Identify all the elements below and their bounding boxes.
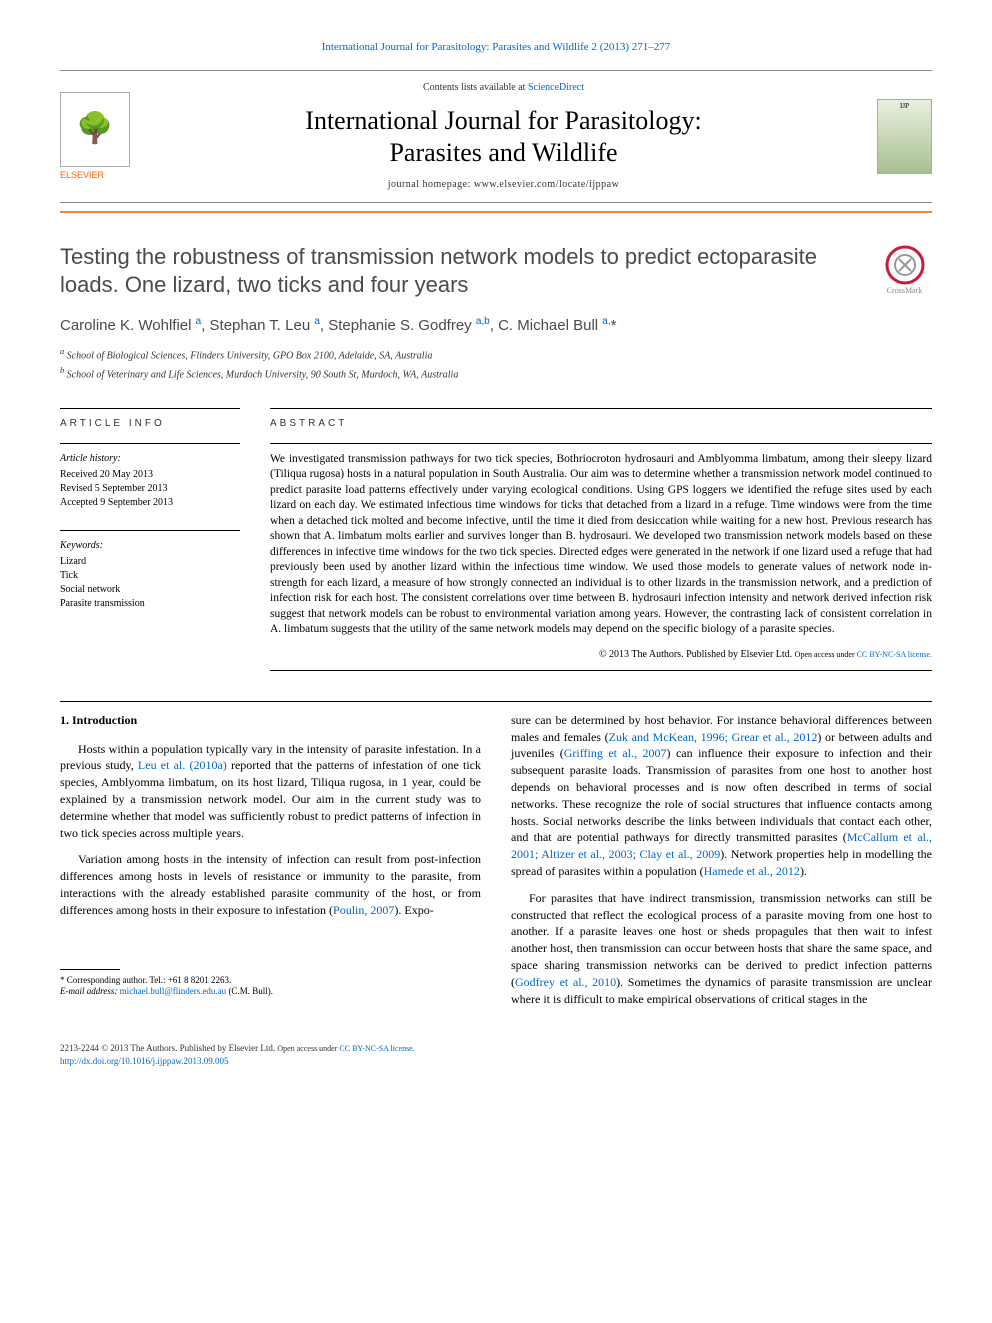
- license-text: Open access under: [795, 650, 857, 659]
- crossmark-label: CrossMark: [887, 285, 923, 296]
- keywords-label: Keywords:: [60, 539, 240, 553]
- keyword-item: Social network: [60, 583, 240, 597]
- contents-line: Contents lists available at ScienceDirec…: [130, 81, 877, 95]
- abstract: ABSTRACT We investigated transmission pa…: [270, 408, 932, 671]
- masthead-center: Contents lists available at ScienceDirec…: [130, 81, 877, 191]
- paragraph: Variation among hosts in the intensity o…: [60, 851, 481, 918]
- elsevier-tree-icon: 🌳: [60, 92, 130, 167]
- journal-homepage: journal homepage: www.elsevier.com/locat…: [130, 178, 877, 192]
- header-citation: International Journal for Parasitology: …: [60, 40, 932, 55]
- journal-cover-thumb: IJP: [877, 99, 932, 174]
- page-footer: 2213-2244 © 2013 The Authors. Published …: [60, 1042, 932, 1067]
- abstract-heading: ABSTRACT: [270, 417, 932, 431]
- text: ).: [800, 864, 807, 878]
- body-columns: 1. Introduction Hosts within a populatio…: [60, 712, 932, 1018]
- citation-link[interactable]: Griffing et al., 2007: [564, 746, 667, 760]
- publisher-name: ELSEVIER: [60, 169, 130, 182]
- keyword-item: Tick: [60, 569, 240, 583]
- citation-link[interactable]: Godfrey et al., 2010: [515, 975, 616, 989]
- crossmark-badge[interactable]: CrossMark: [877, 243, 932, 298]
- right-column: sure can be determined by host behavior.…: [511, 712, 932, 1018]
- copyright-prefix: © 2013 The Authors. Published by Elsevie…: [599, 649, 795, 660]
- article-info: ARTICLE INFO Article history: Received 2…: [60, 408, 240, 671]
- contents-prefix: Contents lists available at: [423, 82, 528, 93]
- affiliation-item: a School of Biological Sciences, Flinder…: [60, 346, 932, 363]
- doi-link[interactable]: http://dx.doi.org/10.1016/j.ijppaw.2013.…: [60, 1056, 229, 1066]
- corr-text: * Corresponding author. Tel.: +61 8 8201…: [60, 975, 481, 987]
- keyword-item: Lizard: [60, 555, 240, 569]
- paragraph: Hosts within a population typically vary…: [60, 741, 481, 842]
- affiliations: a School of Biological Sciences, Flinder…: [60, 346, 932, 383]
- authors: Caroline K. Wohlfiel a, Stephan T. Leu a…: [60, 315, 932, 336]
- email-suffix: (C.M. Bull).: [228, 986, 273, 996]
- paragraph: sure can be determined by host behavior.…: [511, 712, 932, 880]
- abstract-text: We investigated transmission pathways fo…: [270, 452, 932, 638]
- abstract-copyright: © 2013 The Authors. Published by Elsevie…: [270, 648, 932, 662]
- citation-link[interactable]: Leu et al. (2010a): [138, 758, 227, 772]
- text: ). Expo-: [394, 903, 433, 917]
- left-column: 1. Introduction Hosts within a populatio…: [60, 712, 481, 1018]
- orange-divider: [60, 211, 932, 213]
- footer-license-text: Open access under: [277, 1044, 339, 1053]
- masthead: 🌳 ELSEVIER Contents lists available at S…: [60, 70, 932, 202]
- footer-copyright: 2213-2244 © 2013 The Authors. Published …: [60, 1043, 277, 1053]
- sciencedirect-link[interactable]: ScienceDirect: [528, 82, 584, 93]
- journal-line1: International Journal for Parasitology:: [130, 105, 877, 136]
- article-info-heading: ARTICLE INFO: [60, 417, 240, 431]
- history-label: Article history:: [60, 452, 240, 466]
- footer-license-link[interactable]: CC BY-NC-SA license.: [339, 1044, 414, 1053]
- section-heading: 1. Introduction: [60, 712, 481, 729]
- citation-link[interactable]: Zuk and McKean, 1996; Grear et al., 2012: [609, 730, 818, 744]
- article-history: Article history: Received 20 May 2013Rev…: [60, 452, 240, 510]
- citation-link[interactable]: Hamede et al., 2012: [704, 864, 800, 878]
- journal-name: International Journal for Parasitology: …: [130, 105, 877, 167]
- crossmark-icon: [885, 245, 925, 285]
- paragraph: For parasites that have indirect transmi…: [511, 890, 932, 1008]
- elsevier-logo-block: 🌳 ELSEVIER: [60, 92, 130, 182]
- keywords: Keywords: LizardTickSocial networkParasi…: [60, 539, 240, 611]
- history-item: Accepted 9 September 2013: [60, 496, 240, 510]
- affiliation-item: b School of Veterinary and Life Sciences…: [60, 365, 932, 382]
- corresponding-author-footnote: * Corresponding author. Tel.: +61 8 8201…: [60, 975, 481, 998]
- email-label: E-mail address:: [60, 986, 117, 996]
- article-title: Testing the robustness of transmission n…: [60, 243, 877, 300]
- history-item: Received 20 May 2013: [60, 468, 240, 482]
- email-link[interactable]: michael.bull@flinders.edu.au: [120, 986, 227, 996]
- citation-link[interactable]: Poulin, 2007: [333, 903, 394, 917]
- history-item: Revised 5 September 2013: [60, 482, 240, 496]
- keyword-item: Parasite transmission: [60, 597, 240, 611]
- license-link[interactable]: CC BY-NC-SA license.: [857, 650, 932, 659]
- journal-line2: Parasites and Wildlife: [130, 137, 877, 168]
